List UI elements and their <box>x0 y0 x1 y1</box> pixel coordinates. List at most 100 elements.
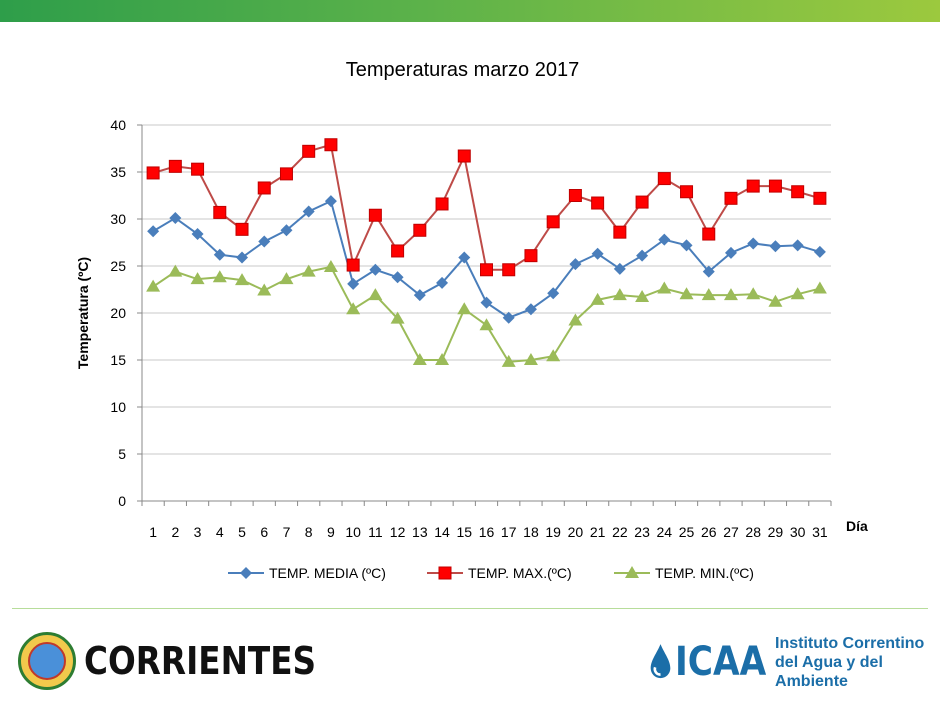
series-3-point <box>501 354 516 367</box>
series-1-point <box>524 303 537 316</box>
series-3-point <box>146 279 161 292</box>
series-1-point <box>813 245 826 258</box>
series-3-point <box>190 272 205 285</box>
y-tick-label: 0 <box>118 493 126 509</box>
series-3-point <box>568 313 583 326</box>
x-tick-label: 9 <box>327 524 335 540</box>
series-2-point <box>257 181 271 195</box>
series-2-point <box>324 138 338 152</box>
series-2-point <box>191 162 205 176</box>
x-tick-label: 4 <box>216 524 224 540</box>
series-2-point <box>724 191 738 205</box>
series-3-point <box>412 353 427 365</box>
provincial-seal-icon <box>18 632 76 690</box>
x-tick-label: 6 <box>260 524 268 540</box>
series-3-point <box>279 272 294 285</box>
y-tick-label: 10 <box>110 399 126 415</box>
x-tick-label: 19 <box>545 524 561 540</box>
series-1-point <box>258 235 271 248</box>
legend-marker-2 <box>438 566 452 580</box>
series-2-point <box>302 144 316 158</box>
series-2-point <box>168 159 182 173</box>
series-2-point <box>146 166 160 180</box>
series-2-point <box>435 197 449 211</box>
series-2-point <box>635 195 649 209</box>
series-1-point <box>769 240 782 253</box>
x-tick-label: 24 <box>657 524 673 540</box>
series-3-point <box>635 290 650 303</box>
series-2-point <box>524 249 538 263</box>
x-tick-label: 8 <box>305 524 313 540</box>
series-2-point <box>346 258 360 272</box>
x-tick-label: 17 <box>501 524 517 540</box>
series-3-point <box>590 292 605 305</box>
series-3-point <box>701 288 716 301</box>
series-1-point <box>458 251 471 264</box>
legend-label-2: TEMP. MAX.(ºC) <box>468 565 572 581</box>
series-2-point <box>502 263 516 277</box>
y-tick-label: 15 <box>110 352 126 368</box>
series-1-point <box>369 263 382 276</box>
series-2-point <box>657 172 671 186</box>
x-tick-label: 31 <box>812 524 828 540</box>
series-3-point <box>612 288 627 301</box>
x-tick-label: 3 <box>194 524 202 540</box>
x-tick-label: 29 <box>768 524 784 540</box>
x-tick-label: 27 <box>723 524 739 540</box>
series-2-point <box>546 215 560 229</box>
x-tick-label: 18 <box>523 524 539 540</box>
y-axis-title: Temperatura (ºC) <box>75 257 91 369</box>
series-2-point <box>279 167 293 181</box>
y-tick-label: 30 <box>110 211 126 227</box>
legend-marker-1 <box>240 567 252 579</box>
series-3-point <box>768 294 783 307</box>
x-tick-label: 15 <box>456 524 472 540</box>
x-tick-label: 20 <box>568 524 584 540</box>
x-tick-label: 2 <box>171 524 179 540</box>
series-1-point <box>658 233 671 246</box>
chart-title: Temperaturas marzo 2017 <box>345 59 580 81</box>
series-1-point <box>747 237 760 250</box>
series-3-point <box>479 318 494 331</box>
x-tick-label: 30 <box>790 524 806 540</box>
series-3-point <box>746 287 761 300</box>
series-1-point <box>791 239 804 252</box>
series-1-point <box>480 296 493 309</box>
series-2-point <box>568 189 582 202</box>
legend-label-1: TEMP. MEDIA (ºC) <box>269 565 386 581</box>
series-3-point <box>346 302 361 315</box>
corrientes-logo: CORRIENTES <box>18 628 354 694</box>
icaa-wordmark: ICAA <box>675 639 767 685</box>
x-tick-label: 10 <box>345 524 361 540</box>
series-1-point <box>347 277 360 290</box>
x-tick-label: 11 <box>368 524 383 540</box>
legend-marker-3 <box>625 566 639 578</box>
icaa-logo: ICAA Instituto Correntino del Agua y del… <box>648 634 940 691</box>
x-tick-label: 16 <box>479 524 495 540</box>
series-1-point <box>591 247 604 260</box>
series-3-point <box>390 311 405 324</box>
water-drop-icon <box>650 644 671 679</box>
series-1-point <box>391 271 404 284</box>
series-3-point <box>457 302 472 315</box>
icaa-full-name: Instituto Correntino del Agua y del Ambi… <box>775 634 940 691</box>
y-tick-label: 20 <box>110 305 126 321</box>
x-tick-label: 14 <box>434 524 450 540</box>
series-3-point <box>546 349 561 362</box>
y-tick-label: 5 <box>118 446 126 462</box>
x-axis-title: Día <box>846 518 868 534</box>
series-3-point <box>301 264 316 277</box>
series-3-point <box>812 281 827 294</box>
series-1-point <box>569 258 582 271</box>
x-tick-label: 12 <box>390 524 406 540</box>
series-1-point <box>613 262 626 275</box>
x-tick-label: 13 <box>412 524 428 540</box>
series-3-point <box>435 353 450 365</box>
series-2-point <box>591 196 605 210</box>
series-2-point <box>413 223 427 237</box>
series-1-point <box>502 311 515 324</box>
x-tick-label: 26 <box>701 524 717 540</box>
series-2-point <box>813 191 827 205</box>
series-1-point <box>547 287 560 300</box>
series-3-point <box>212 270 227 283</box>
